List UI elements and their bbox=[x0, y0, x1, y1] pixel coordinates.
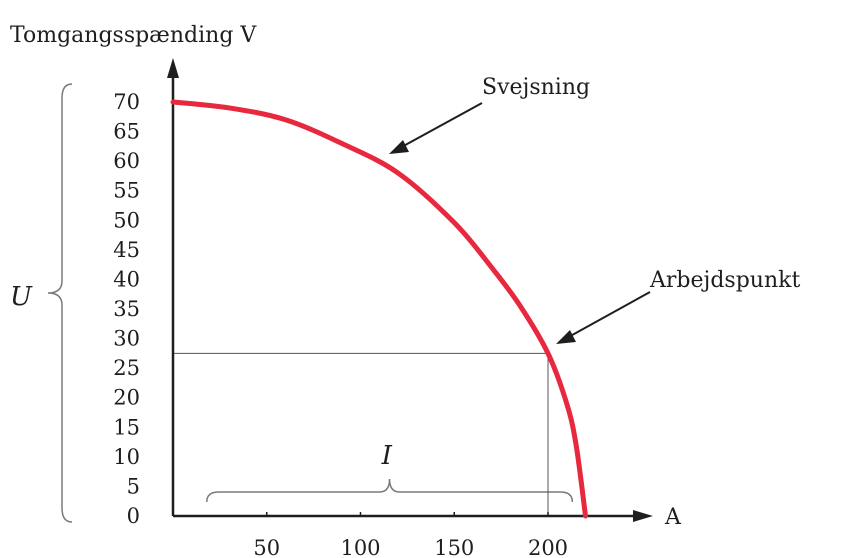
y-tick-labels: 0 5 10 15 20 25 30 35 40 45 50 55 60 65 70 bbox=[113, 90, 140, 528]
annotation-arbejdspunkt: Arbejdspunkt bbox=[649, 268, 800, 293]
y-tick-label-25: 25 bbox=[113, 356, 140, 380]
y-tick-label-15: 15 bbox=[113, 415, 140, 439]
y-tick-label-60: 60 bbox=[113, 149, 140, 173]
y-tick-label-0: 0 bbox=[127, 504, 140, 528]
y-axis-brace bbox=[47, 83, 73, 523]
y-tick-label-65: 65 bbox=[113, 120, 140, 144]
annotation-arbejdspunkt-arrowhead bbox=[556, 330, 576, 344]
y-axis-arrow bbox=[167, 58, 179, 78]
y-tick-label-45: 45 bbox=[113, 238, 140, 262]
y-axis-label: Tomgangsspænding V bbox=[10, 23, 257, 48]
y-tick-label-40: 40 bbox=[113, 267, 140, 291]
x-brace-label: I bbox=[381, 441, 393, 471]
x-axis-label: A bbox=[664, 505, 682, 530]
y-tick-label-55: 55 bbox=[113, 179, 140, 203]
y-tick-label-70: 70 bbox=[113, 90, 140, 114]
y-brace-label: U bbox=[10, 282, 33, 312]
x-tick-label-150: 150 bbox=[434, 536, 474, 558]
annotation-svejsning-arrowhead bbox=[389, 140, 409, 154]
x-tick-labels: 50 100 150 200 bbox=[253, 536, 568, 558]
svejsning-curve bbox=[170, 99, 588, 519]
x-axis-brace bbox=[206, 478, 574, 503]
y-tick-label-5: 5 bbox=[127, 474, 140, 498]
y-tick-label-30: 30 bbox=[113, 327, 140, 351]
x-axis-arrow bbox=[633, 510, 653, 522]
y-tick-label-50: 50 bbox=[113, 208, 140, 232]
annotation-arbejdspunkt-arrow-line bbox=[564, 291, 651, 340]
y-tick-label-10: 10 bbox=[113, 445, 140, 469]
x-tick-label-200: 200 bbox=[528, 536, 568, 558]
x-tick-label-50: 50 bbox=[253, 536, 280, 558]
y-tick-label-20: 20 bbox=[113, 386, 140, 410]
x-tick-label-100: 100 bbox=[340, 536, 380, 558]
annotation-svejsning-arrow-line bbox=[397, 102, 483, 150]
y-tick-label-35: 35 bbox=[113, 297, 140, 321]
annotation-svejsning: Svejsning bbox=[482, 75, 590, 100]
